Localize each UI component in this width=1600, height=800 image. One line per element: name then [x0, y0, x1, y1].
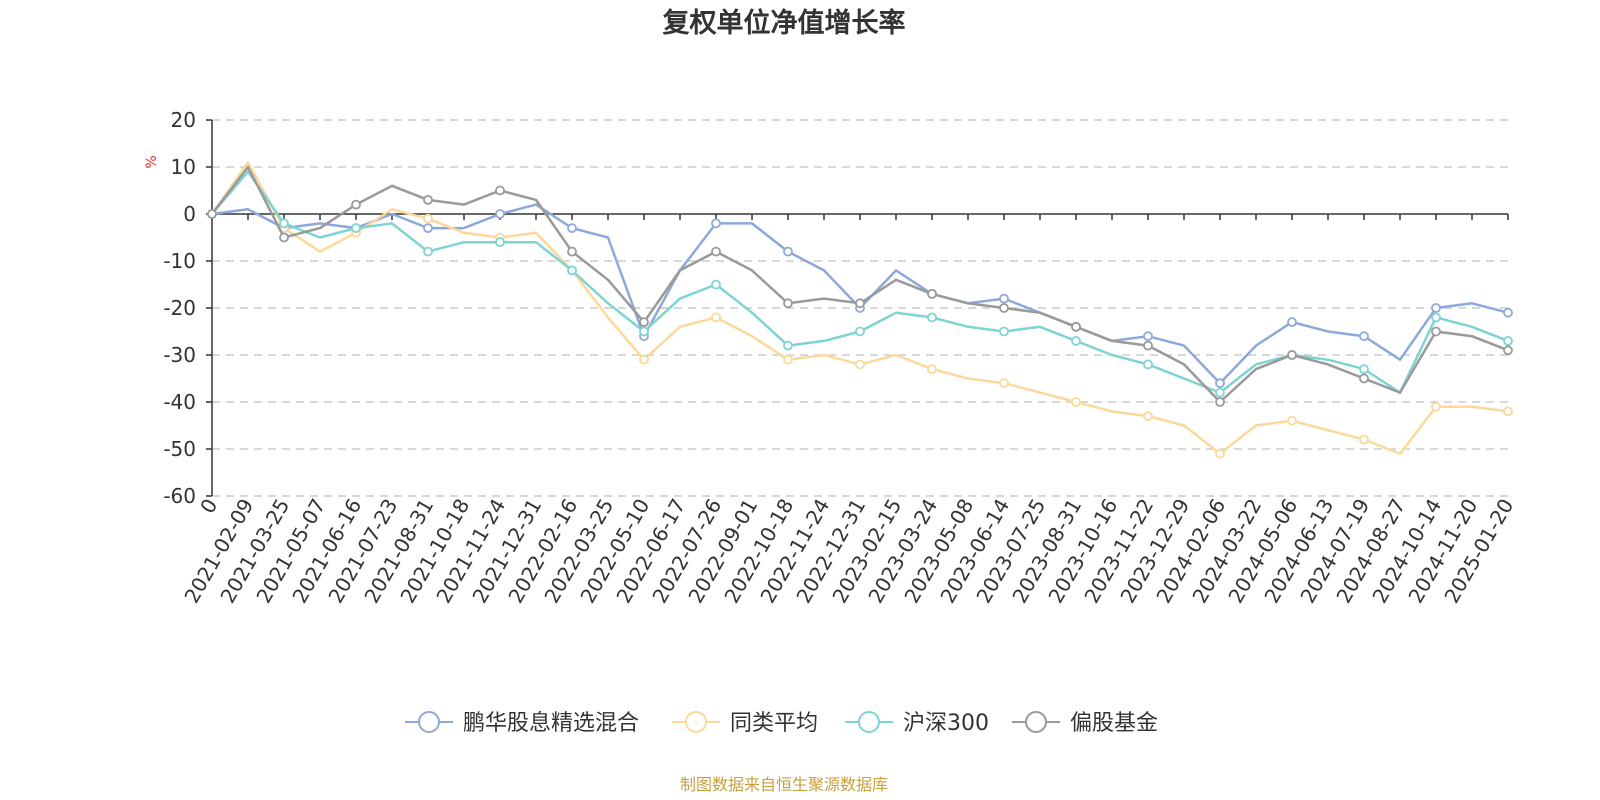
data-point: [423, 213, 433, 224]
data-point: [1431, 326, 1441, 337]
legend-label: 沪深300: [903, 711, 989, 736]
data-point: [1143, 359, 1153, 370]
data-point: [1143, 411, 1153, 422]
data-point: [927, 312, 937, 323]
data-point: [999, 293, 1009, 304]
grid-lines: [212, 119, 1508, 497]
data-point: [423, 194, 433, 205]
legend-marker: [418, 711, 440, 733]
y-tick-label: -20: [163, 296, 196, 320]
series-lines: [207, 161, 1513, 459]
data-point: [1215, 448, 1225, 459]
data-point: [855, 359, 865, 370]
data-point: [1359, 373, 1369, 384]
data-point: [1215, 387, 1225, 398]
data-point: [639, 326, 649, 337]
data-point: [423, 246, 433, 257]
data-point: [1215, 378, 1225, 389]
legend-marker: [685, 711, 707, 733]
data-point: [711, 218, 721, 229]
data-point: [567, 246, 577, 257]
y-tick-label: -60: [163, 484, 196, 508]
data-point: [1071, 335, 1081, 346]
data-point: [351, 199, 361, 210]
data-point: [1143, 331, 1153, 342]
x-tick-label: 0: [195, 495, 222, 518]
legend-label: 同类平均: [730, 711, 818, 736]
data-point: [711, 246, 721, 257]
data-point: [351, 223, 361, 234]
data-point: [1359, 434, 1369, 445]
data-point: [1071, 397, 1081, 407]
data-point: [1143, 340, 1153, 351]
data-point: [1431, 312, 1441, 323]
data-point: [783, 246, 793, 257]
legend-item[interactable]: 沪深300: [845, 711, 989, 736]
data-point: [927, 364, 937, 375]
legend-item[interactable]: 偏股基金: [1012, 711, 1158, 736]
data-point: [1287, 317, 1297, 328]
y-tick-label: 0: [183, 202, 196, 226]
chart-title: 复权单位净值增长率: [663, 7, 906, 39]
data-point: [1359, 364, 1369, 375]
data-point: [495, 185, 505, 196]
data-point: [567, 223, 577, 234]
data-point: [1503, 406, 1513, 417]
data-point: [999, 303, 1009, 313]
data-point: [999, 326, 1009, 337]
data-point: [1359, 331, 1369, 342]
data-point: [423, 223, 433, 234]
y-tick-label: -30: [163, 343, 196, 367]
y-tick-label: 10: [171, 155, 196, 179]
source-note: 制图数据来自恒生聚源数据库: [680, 775, 888, 794]
data-point: [207, 209, 217, 219]
legend-item[interactable]: 鹏华股息精选混合: [405, 711, 639, 736]
data-point: [279, 218, 289, 229]
data-point: [567, 265, 577, 276]
y-axis-unit: %: [144, 155, 160, 168]
y-tick-label: 20: [171, 108, 196, 132]
data-point: [711, 312, 721, 323]
data-point: [639, 354, 649, 365]
data-point: [1431, 303, 1441, 313]
data-point: [855, 298, 865, 309]
data-point: [495, 237, 505, 248]
legend-item[interactable]: 同类平均: [672, 711, 818, 736]
data-point: [1287, 415, 1297, 426]
data-point: [711, 279, 721, 290]
data-point: [1215, 397, 1225, 407]
data-point: [1503, 345, 1513, 356]
y-tick-labels: 20 10 0 -10 -20 -30 -40 -50 -60: [163, 108, 196, 508]
data-point: [783, 340, 793, 351]
legend-label: 偏股基金: [1070, 711, 1158, 736]
data-point: [1287, 350, 1297, 360]
y-tick-label: -40: [163, 390, 196, 414]
data-point: [783, 298, 793, 309]
x-tick-labels: 02021-02-092021-03-252021-05-072021-06-1…: [179, 495, 1518, 608]
legend-marker: [858, 711, 880, 733]
legend[interactable]: 鹏华股息精选混合 同类平均 沪深300 偏股基金: [405, 711, 1158, 736]
data-point: [639, 317, 649, 328]
data-point: [1431, 401, 1441, 412]
data-point: [279, 232, 289, 243]
data-point: [495, 209, 505, 219]
y-tick-label: -10: [163, 249, 196, 273]
y-tick-label: -50: [163, 437, 196, 461]
legend-marker: [1025, 711, 1047, 733]
data-point: [1503, 335, 1513, 346]
data-point: [999, 378, 1009, 389]
data-point: [1503, 307, 1513, 318]
legend-label: 鹏华股息精选混合: [463, 711, 639, 736]
data-point: [927, 288, 937, 299]
data-point: [1071, 321, 1081, 332]
data-point: [855, 326, 865, 337]
data-point: [783, 354, 793, 365]
series-line-0: [211, 203, 1509, 385]
